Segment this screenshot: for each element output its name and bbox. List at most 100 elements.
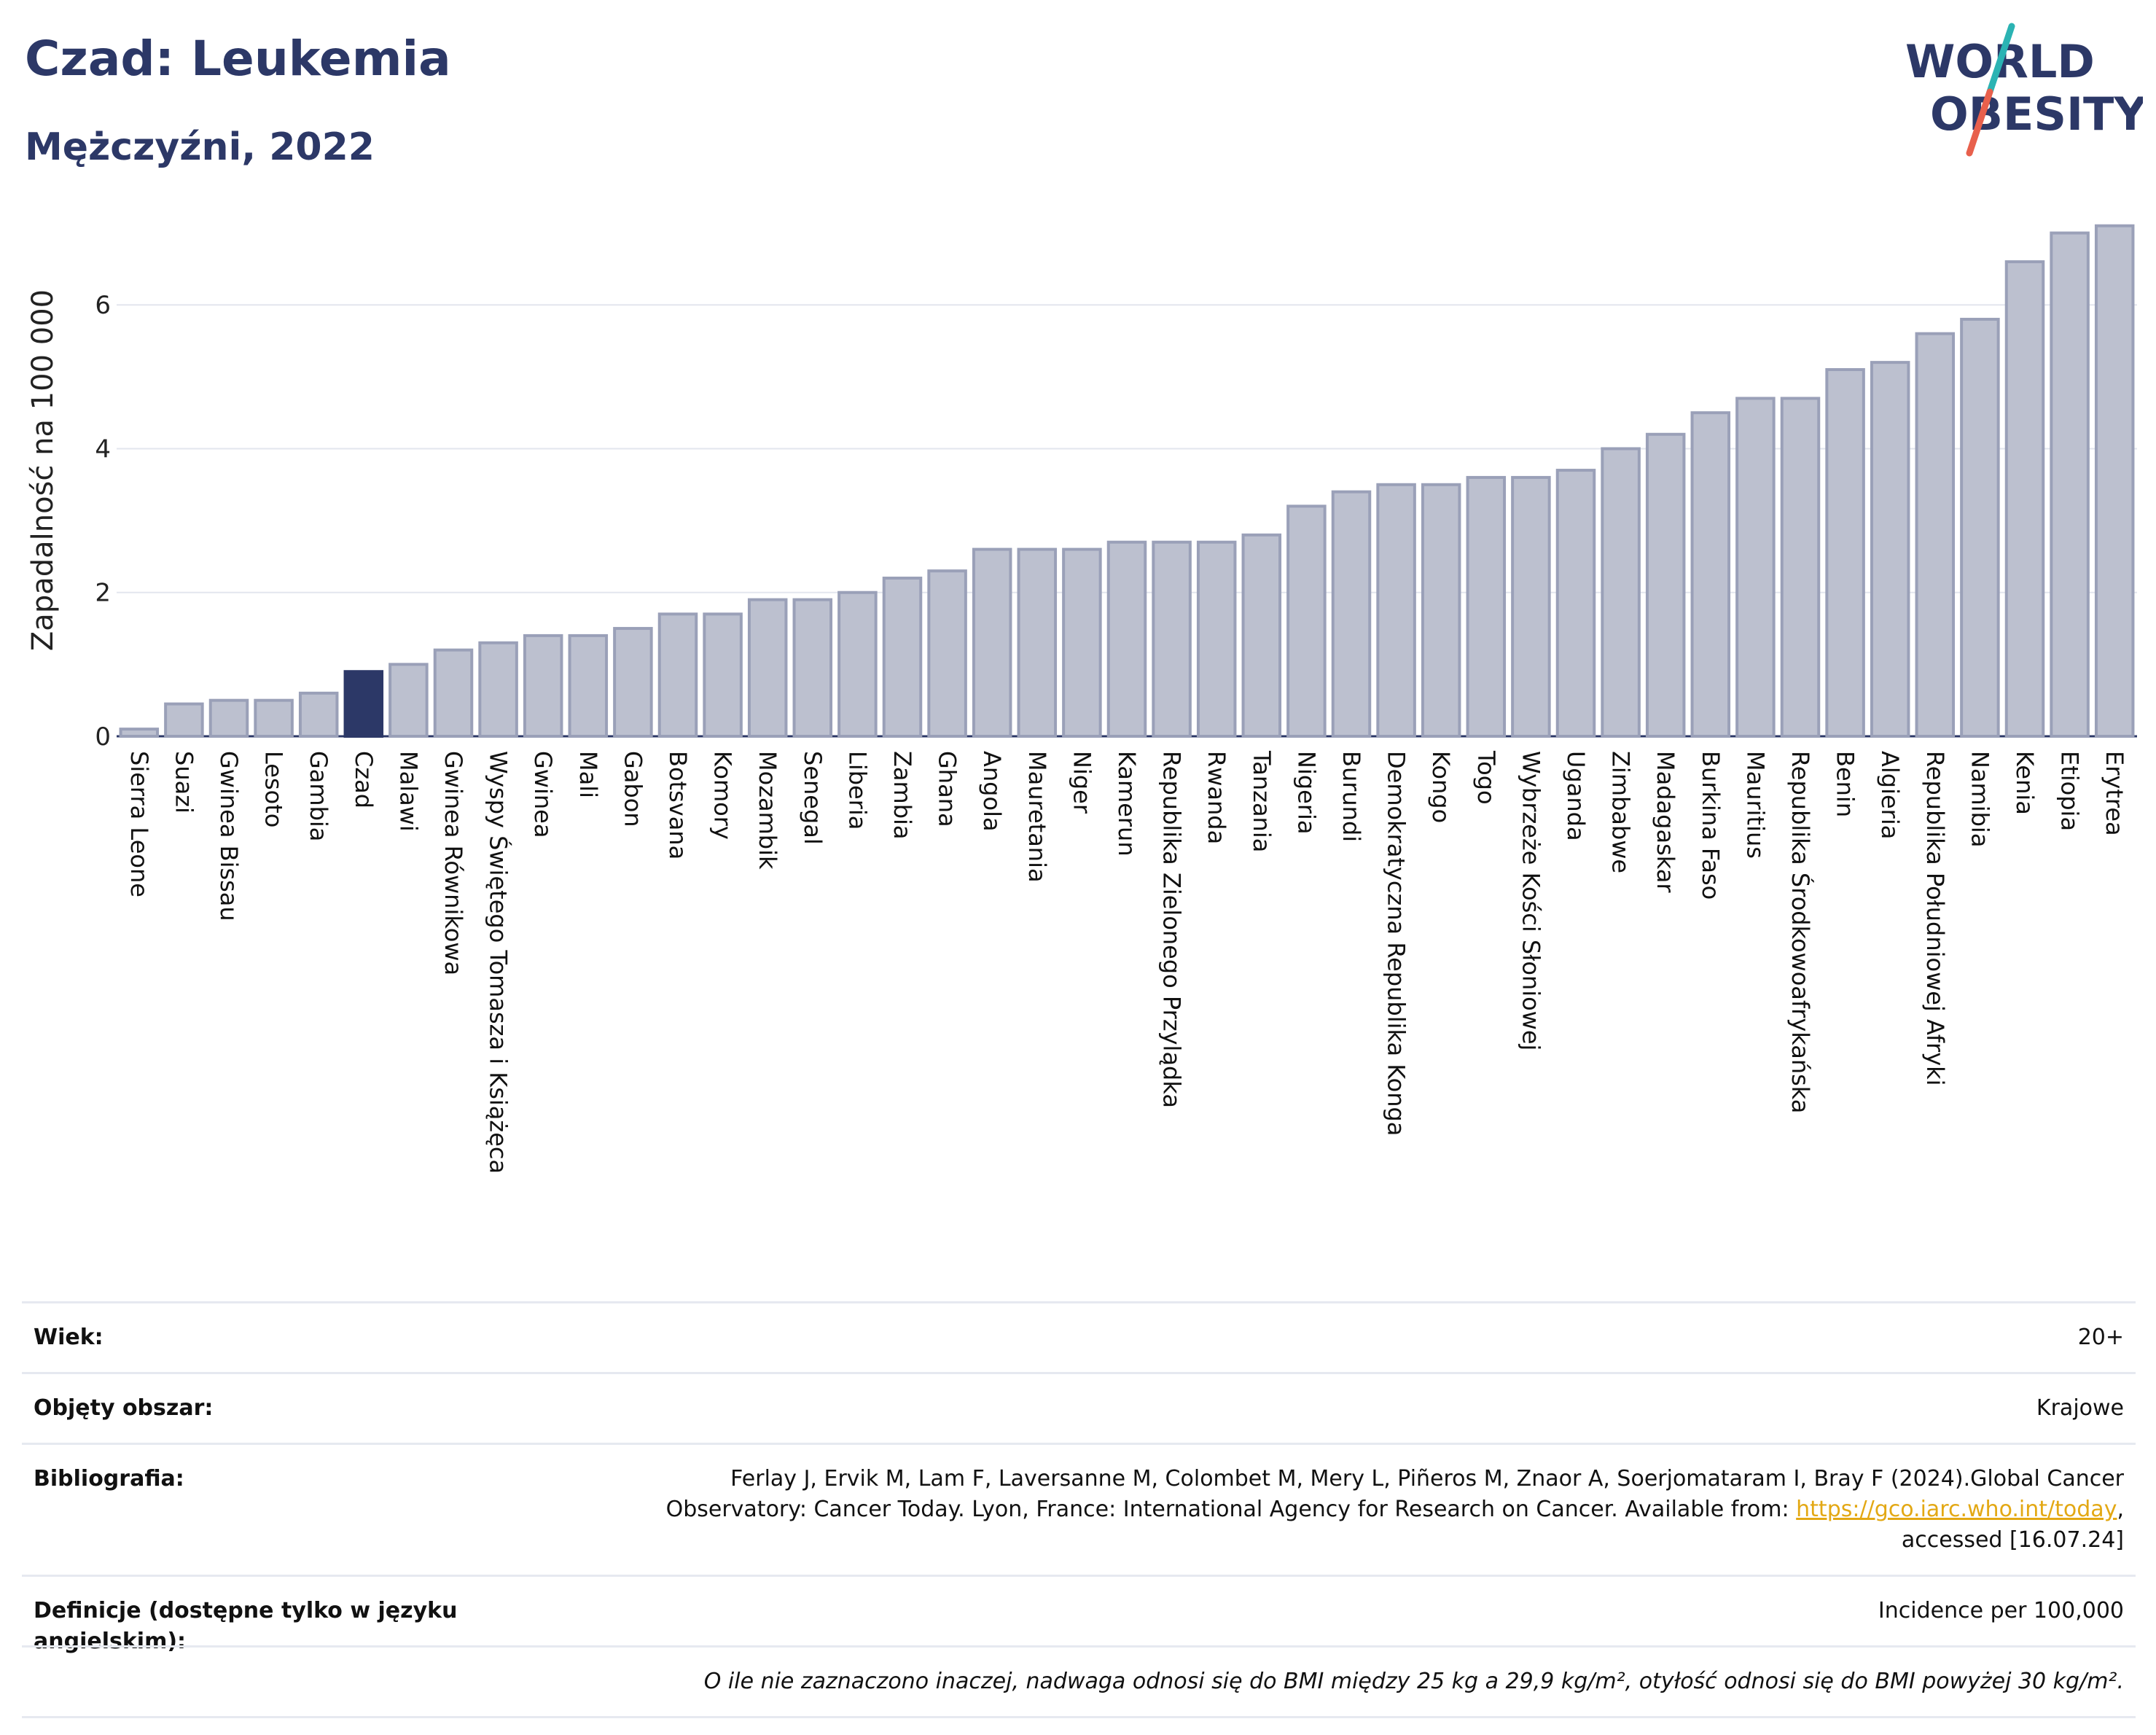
bibliography-comma: , <box>2117 1497 2124 1522</box>
x-tick-label: Benin <box>1832 751 1859 817</box>
bar <box>1645 432 1686 738</box>
x-tick-label: Gwinea Bissau <box>215 751 243 921</box>
bar <box>1601 447 1641 738</box>
bar <box>1511 475 1551 738</box>
page-subtitle: Mężczyźni, 2022 <box>25 125 375 169</box>
x-tick-label: Nigeria <box>1292 751 1320 834</box>
x-tick-label: Republika Zielonego Przylądka <box>1158 751 1186 1108</box>
bar <box>882 577 923 738</box>
bar <box>1421 483 1461 738</box>
bar <box>1196 540 1237 738</box>
x-tick-label: Togo <box>1472 750 1500 805</box>
x-tick-label: Angola <box>978 751 1006 832</box>
bar <box>568 633 609 738</box>
bar <box>1870 361 1910 738</box>
y-tick-label: 2 <box>95 579 111 608</box>
x-tick-label: Republika Środkowoafrykańska <box>1786 751 1815 1113</box>
bar <box>2004 260 2045 738</box>
bar <box>1017 547 1058 738</box>
bibliography-line-1: Ferlay J, Ervik M, Lam F, Laversanne M, … <box>730 1466 2124 1492</box>
x-tick-label: Ghana <box>934 751 961 827</box>
bar <box>254 698 294 738</box>
bar-chart: 0 2 4 6 Sierra Leone Suazi Gwinea Bissau Lesot… <box>26 224 2137 1174</box>
bar <box>1331 490 1372 738</box>
x-tick-label: Botsvana <box>664 751 692 859</box>
bar <box>703 612 743 738</box>
x-tick-label: Burundi <box>1337 751 1365 842</box>
x-tick-label: Czad <box>350 751 378 808</box>
x-tick-label: Tanzania <box>1248 750 1276 852</box>
meta-value-bibliography: Ferlay J, Ervik M, Lam F, Laversanne M, … <box>529 1464 2124 1556</box>
bar <box>119 728 160 738</box>
x-tick-label: Kenia <box>2011 751 2039 815</box>
y-tick-label: 6 <box>95 291 111 320</box>
x-axis-ticks: Sierra Leone Suazi Gwinea Bissau Lesoto Gamb… <box>125 750 2128 1174</box>
x-tick-label: Liberia <box>843 751 871 830</box>
x-tick-label: Malawi <box>394 751 422 832</box>
meta-label-area: Objęty obszar: <box>34 1395 214 1421</box>
bibliography-line-3: accessed [16.07.24] <box>1901 1527 2124 1553</box>
x-tick-label: Demokratyczna Republika Konga <box>1383 751 1410 1136</box>
bar <box>1466 475 1507 738</box>
bar <box>208 698 249 738</box>
y-tick-label: 0 <box>95 722 111 752</box>
bibliography-link[interactable]: https://gco.iarc.who.int/today <box>1796 1497 2117 1522</box>
logo-text-obesity: OBESITY <box>1930 87 2143 141</box>
x-tick-label: Namibia <box>1966 751 1993 847</box>
meta-value-age: 20+ <box>2077 1325 2124 1350</box>
metadata-table: Wiek: 20+ Objęty obszar: Krajowe Bibliog… <box>22 1301 2136 1718</box>
x-tick-label: Kongo <box>1427 751 1455 823</box>
meta-value-area: Krajowe <box>2036 1395 2124 1421</box>
bar <box>388 663 429 738</box>
bar <box>657 612 698 738</box>
x-tick-label: Gambia <box>305 751 332 841</box>
bar <box>792 598 833 738</box>
x-tick-label: Gabon <box>619 751 647 827</box>
bar <box>1376 483 1416 738</box>
world-obesity-logo: WORLD OBESITY <box>1905 23 2143 157</box>
x-tick-label: Uganda <box>1562 751 1590 841</box>
bar <box>1286 504 1327 738</box>
y-axis-ticks: 0 2 4 6 <box>95 291 111 752</box>
bar <box>1735 397 1776 738</box>
bar <box>1915 332 1956 738</box>
page-title: Czad: Leukemia <box>25 31 451 87</box>
x-tick-label: Mozambik <box>754 751 781 870</box>
x-tick-label: Wybrzeże Kości Słoniowej <box>1517 751 1544 1050</box>
meta-row-definitions: Definicje (dostępne tylko w języku angie… <box>22 1575 2136 1654</box>
bar <box>164 702 204 738</box>
bar <box>2094 224 2135 738</box>
x-tick-label: Suazi <box>170 751 198 814</box>
bar <box>747 598 788 738</box>
bar <box>1825 367 1865 738</box>
x-tick-label: Senegal <box>799 751 827 845</box>
bar <box>298 691 339 738</box>
x-tick-label: Niger <box>1068 751 1095 814</box>
bars <box>119 224 2135 738</box>
x-tick-label: Burkina Faso <box>1697 751 1725 900</box>
bar <box>523 633 563 738</box>
x-tick-label: Etiopia <box>2056 751 2084 831</box>
y-axis-title: Zapadalność na 100 000 <box>26 289 60 651</box>
bar <box>433 648 474 738</box>
x-tick-label: Zambia <box>888 751 916 840</box>
bar <box>837 590 878 738</box>
x-tick-label: Mali <box>574 751 602 798</box>
x-tick-label: Rwanda <box>1203 751 1230 844</box>
bar <box>1555 469 1596 738</box>
bar <box>1241 533 1282 738</box>
bar <box>1960 317 2000 738</box>
bibliography-line-2: Observatory: Cancer Today. Lyon, France:… <box>665 1497 1797 1522</box>
bar <box>1780 397 1821 738</box>
bar <box>613 627 653 738</box>
meta-row-footnote: O ile nie zaznaczono inaczej, nadwaga od… <box>22 1645 2136 1718</box>
logo-slash-bottom <box>1966 88 1993 157</box>
logo-slash-top <box>1986 23 2015 95</box>
x-tick-label: Mauretania <box>1023 751 1051 883</box>
x-tick-label: Lesoto <box>260 751 288 827</box>
y-tick-label: 4 <box>95 434 111 464</box>
meta-row-age: Wiek: 20+ <box>22 1301 2136 1372</box>
bar <box>478 641 518 738</box>
bar-highlighted <box>343 670 384 738</box>
x-tick-label: Republika Południowej Afryki <box>1921 751 1949 1086</box>
